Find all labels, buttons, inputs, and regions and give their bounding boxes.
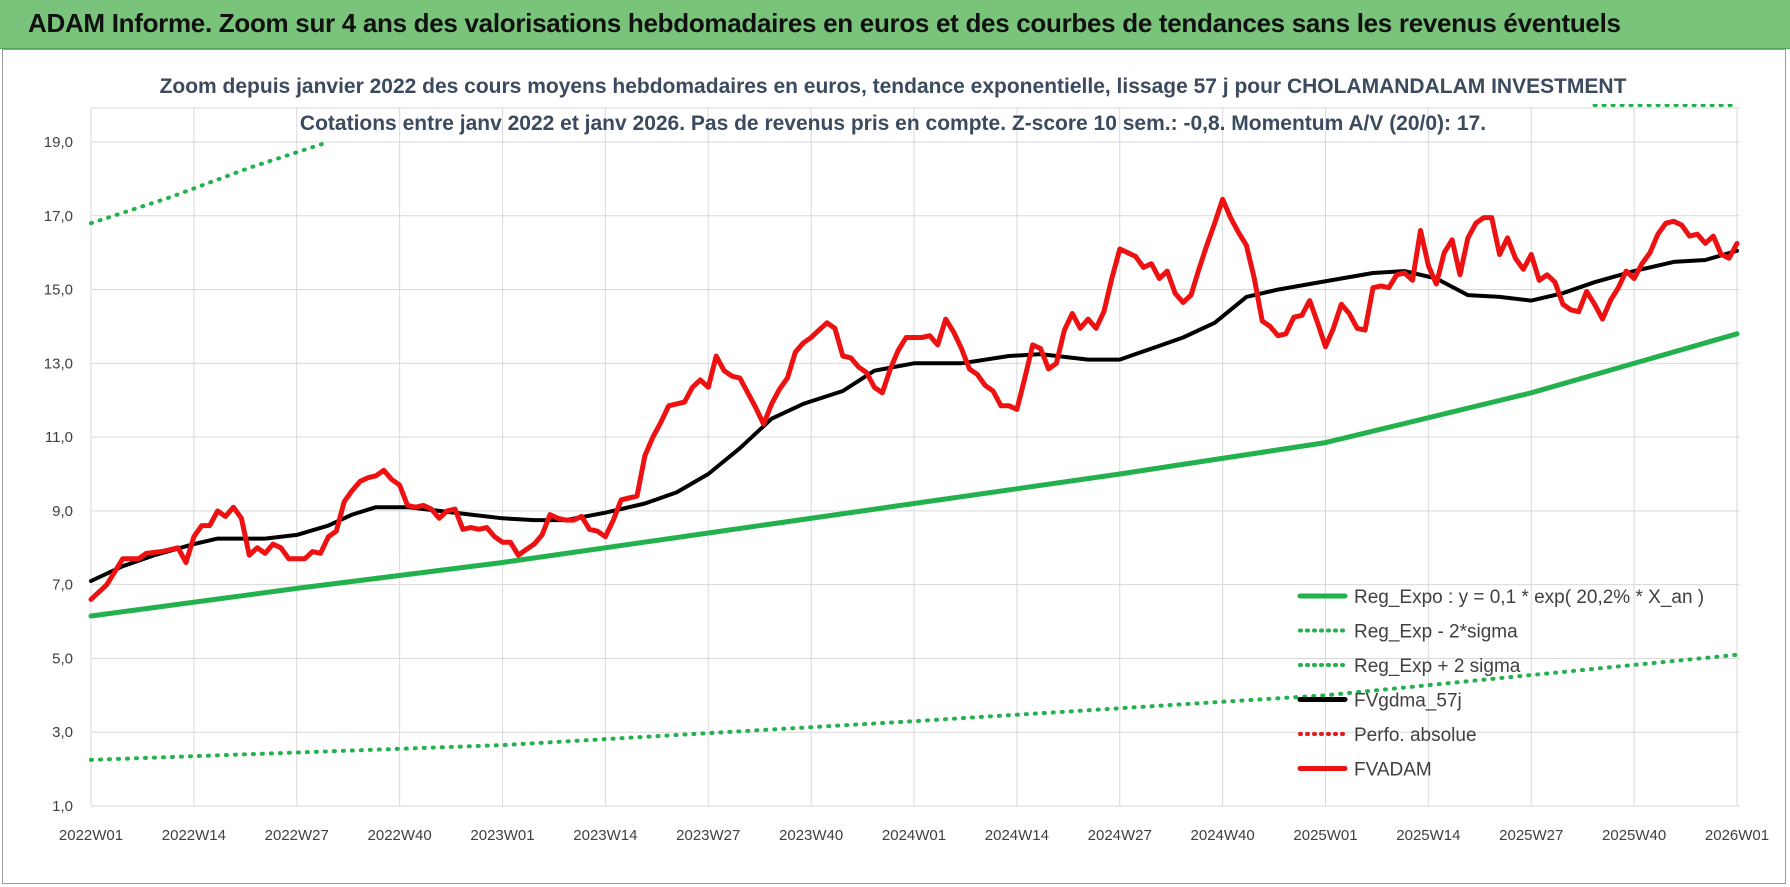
y-tick-label: 7,0 <box>52 577 73 594</box>
title-banner: ADAM Informe. Zoom sur 4 ans des valoris… <box>0 0 1790 49</box>
y-tick-label: 9,0 <box>52 503 73 520</box>
x-tick-label: 2026W01 <box>1705 827 1769 844</box>
y-tick-label: 17,0 <box>44 208 73 225</box>
legend-label: Reg_Expo : y = 0,1 * exp( 20,2% * X_an ) <box>1354 587 1704 608</box>
series-group <box>88 104 1740 762</box>
legend-label: Reg_Exp + 2 sigma <box>1354 656 1521 677</box>
chart-title: Zoom depuis janvier 2022 des cours moyen… <box>160 75 1627 98</box>
chart-frame <box>2 49 1786 884</box>
legend-label: Reg_Exp - 2*sigma <box>1354 622 1518 643</box>
x-axis: 2022W01 2022W14 2022W27 2022W40 2023W01 2023W… <box>59 827 1769 844</box>
series-reg-plus-2sigma <box>89 140 331 226</box>
x-tick-label: 2024W14 <box>985 827 1049 844</box>
y-axis: 1,0 3,0 5,0 7,0 9,0 11,0 13,0 15,0 17,0 19,0 <box>44 134 73 815</box>
series-fvgdma-57j <box>89 248 1739 583</box>
legend-label: FVgdma_57j <box>1354 691 1462 712</box>
x-tick-label: 2025W27 <box>1499 827 1563 844</box>
report-title: ADAM Informe. Zoom sur 4 ans des valoris… <box>28 8 1621 38</box>
x-tick-label: 2022W01 <box>59 827 123 844</box>
legend-label: FVADAM <box>1354 760 1432 781</box>
x-tick-label: 2023W01 <box>470 827 534 844</box>
y-tick-label: 1,0 <box>52 798 73 815</box>
x-tick-label: 2024W40 <box>1191 827 1255 844</box>
x-tick-label: 2025W01 <box>1293 827 1357 844</box>
legend-label: Perfo. absolue <box>1354 725 1477 746</box>
grid <box>90 107 1740 807</box>
x-tick-label: 2025W14 <box>1396 827 1460 844</box>
series-fvadam <box>88 196 1740 602</box>
y-tick-label: 3,0 <box>52 724 73 741</box>
y-tick-label: 13,0 <box>44 355 73 372</box>
chart-subtitle: Cotations entre janv 2022 et janv 2026. … <box>300 112 1486 135</box>
legend: Reg_Expo : y = 0,1 * exp( 20,2% * X_an )… <box>1297 587 1704 781</box>
x-tick-label: 2024W27 <box>1088 827 1152 844</box>
x-tick-label: 2022W40 <box>368 827 432 844</box>
x-tick-label: 2022W14 <box>162 827 226 844</box>
y-tick-label: 5,0 <box>52 650 73 667</box>
series-reg-expo <box>88 331 1740 619</box>
y-tick-label: 15,0 <box>44 282 73 299</box>
x-tick-label: 2024W01 <box>882 827 946 844</box>
y-tick-label: 19,0 <box>44 134 73 151</box>
x-tick-label: 2023W14 <box>573 827 637 844</box>
x-tick-label: 2025W40 <box>1602 827 1666 844</box>
x-tick-label: 2023W27 <box>676 827 740 844</box>
x-tick-label: 2023W40 <box>779 827 843 844</box>
y-tick-label: 11,0 <box>45 429 73 446</box>
x-tick-label: 2022W27 <box>265 827 329 844</box>
